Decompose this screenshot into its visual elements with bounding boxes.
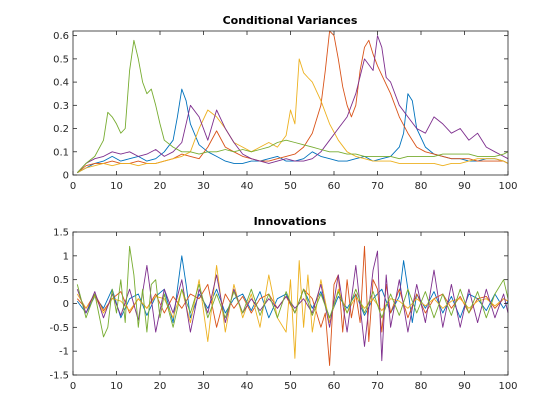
conditional-variances-series: [76, 30, 509, 174]
cv-y-tick-label: 0.2: [53, 124, 69, 135]
inn-series-line-3: [76, 260, 509, 359]
inn-x-tick-label: 70: [371, 381, 384, 392]
innovations-series: [76, 245, 509, 366]
cv-x-tick-label: 0: [70, 181, 76, 192]
inn-y-tick-label: -0.5: [49, 323, 69, 334]
inn-series-line-5: [76, 245, 509, 338]
cv-y-tick-label: 0.1: [53, 147, 69, 158]
inn-y-tick-label: 0: [63, 299, 69, 310]
inn-x-tick-label: 10: [110, 381, 123, 392]
cv-y-tick-label: 0.5: [53, 54, 69, 65]
inn-x-tick-label: 30: [197, 381, 210, 392]
cv-x-tick-label: 100: [498, 181, 517, 192]
innovations-ticks: 0 10 20 30 40 50 60 70 80 90 100 -1.5 -1 -0.5 0 0.5 1 1.5: [49, 228, 517, 393]
inn-x-tick-label: 90: [458, 381, 471, 392]
cv-x-tick-label: 10: [110, 181, 123, 192]
cv-series-line-5: [76, 39, 509, 174]
conditional-variances-ticks: 0 10 20 30 40 50 60 70 80 90 100 0 0.1 0.2 0.3 0.4 0.5 0.…: [53, 31, 518, 192]
inn-series-line-2: [76, 245, 509, 366]
cv-x-tick-label: 80: [415, 181, 428, 192]
inn-y-tick-label: -1: [59, 347, 69, 358]
cv-series-line-4: [76, 35, 509, 174]
inn-x-tick-label: 80: [415, 381, 428, 392]
inn-x-tick-label: 40: [241, 381, 254, 392]
cv-x-tick-label: 60: [328, 181, 341, 192]
inn-y-tick-label: -1.5: [49, 371, 69, 382]
cv-x-tick-label: 70: [371, 181, 384, 192]
inn-x-tick-label: 20: [154, 381, 167, 392]
cv-x-tick-label: 40: [241, 181, 254, 192]
inn-x-tick-label: 100: [498, 381, 517, 392]
cv-x-tick-label: 30: [197, 181, 210, 192]
inn-y-tick-label: 0.5: [53, 275, 69, 286]
cv-y-tick-label: 0.4: [53, 78, 69, 89]
inn-x-tick-label: 0: [70, 381, 76, 392]
innovations-title: Innovations: [254, 215, 327, 228]
conditional-variances-title: Conditional Variances: [223, 14, 358, 27]
inn-y-tick-label: 1: [63, 251, 69, 262]
cv-x-tick-label: 90: [458, 181, 471, 192]
cv-y-tick-label: 0: [63, 171, 69, 182]
cv-series-line-3: [77, 58, 509, 174]
inn-series-line-4: [76, 250, 509, 362]
cv-x-tick-label: 20: [154, 181, 167, 192]
cv-y-tick-label: 0.6: [53, 31, 69, 42]
cv-y-tick-label: 0.3: [53, 101, 69, 112]
inn-x-tick-label: 50: [284, 381, 297, 392]
cv-x-tick-label: 50: [284, 181, 297, 192]
conditional-variances-axes: Conditional Variances 0 10 20 30 40 50 60 70 80 9…: [53, 14, 517, 192]
inn-x-tick-label: 60: [328, 381, 341, 392]
innovations-axes: Innovations 0 10 20 30 40 50 60 70 80 90 100-1.5-1…: [49, 215, 517, 392]
inn-y-tick-label: 1.5: [53, 228, 69, 239]
